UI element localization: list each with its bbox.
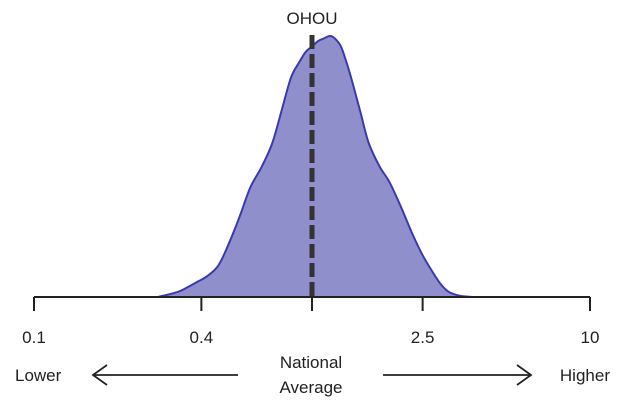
x-axis: 0.1 0.4 2.5 10 (22, 296, 600, 347)
lower-label: Lower (15, 366, 62, 385)
axis-annotations: Lower Higher National Average (15, 353, 610, 397)
right-arrow-icon (383, 364, 533, 386)
x-tick-label-3: 2.5 (411, 328, 435, 347)
national-average-marker: OHOU (287, 9, 338, 297)
higher-label: Higher (560, 366, 610, 385)
average-label: Average (279, 378, 342, 397)
x-tick-label-1: 0.4 (190, 328, 214, 347)
density-area (158, 34, 474, 298)
marker-label: OHOU (287, 9, 338, 28)
national-label: National (280, 353, 342, 372)
x-tick-label-0: 0.1 (22, 328, 46, 347)
x-tick-label-4: 10 (581, 328, 600, 347)
left-arrow-icon (91, 364, 238, 386)
density-area-layer (158, 34, 474, 298)
